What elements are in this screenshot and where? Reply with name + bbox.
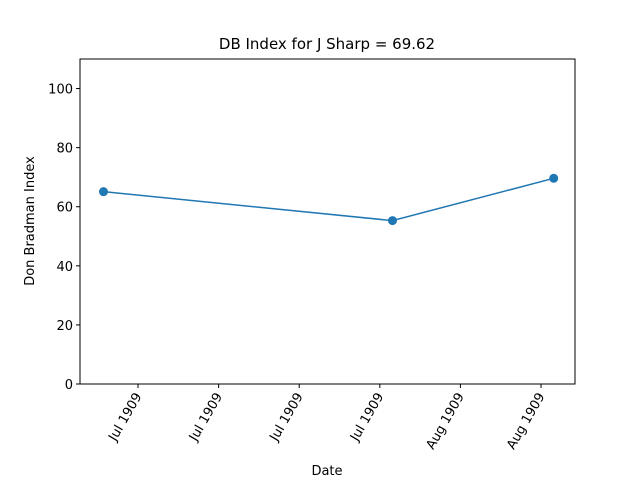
- chart-title: DB Index for J Sharp = 69.62: [219, 35, 435, 53]
- y-tick-label: 80: [56, 142, 73, 157]
- y-tick-label: 40: [56, 260, 73, 275]
- x-tick-label: Jul 1909: [106, 391, 146, 445]
- x-tick-label: Jul 1909: [186, 391, 226, 445]
- point: [98, 187, 108, 197]
- point: [387, 216, 397, 226]
- x-tick-label: Aug 1909: [424, 391, 468, 453]
- y-tick-label: 60: [56, 201, 73, 216]
- y-axis-label: Don Bradman Index: [23, 156, 38, 286]
- y-tick-label: 100: [48, 83, 73, 98]
- x-tick-label: Jul 1909: [347, 391, 387, 445]
- line: [103, 177, 554, 222]
- x-axis-label: Date: [311, 464, 342, 479]
- plot-frame: [79, 58, 576, 385]
- y-tick-label: 20: [56, 319, 73, 334]
- x-tick-label: Aug 1909: [504, 391, 548, 453]
- y-tick-label: 0: [65, 378, 73, 393]
- point: [549, 173, 559, 183]
- x-tick-label: Jul 1909: [267, 391, 307, 445]
